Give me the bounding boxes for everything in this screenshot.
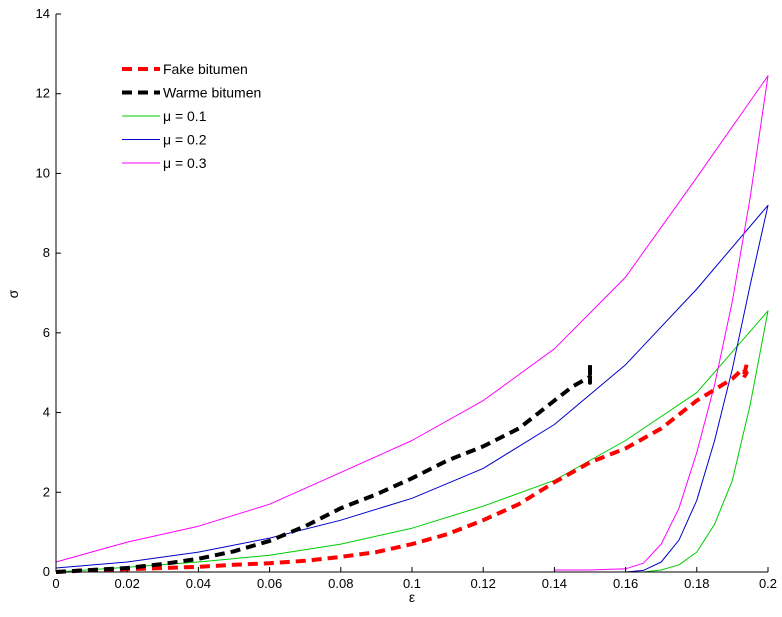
x-tick-label: 0.12 — [471, 576, 496, 591]
legend-label-1: Warme bitumen — [163, 85, 261, 101]
x-ticks: 0 0.02 0.04 0.06 0.08 0.1 0.12 0.14 0.16 0.18 0.2 — [52, 567, 777, 591]
x-tick-label: 0.1 — [403, 576, 421, 591]
y-tick-label: 6 — [43, 325, 50, 340]
y-tick-label: 8 — [43, 245, 50, 260]
legend-label-3: μ = 0.2 — [163, 132, 207, 148]
series-line-0 — [55, 364, 749, 574]
x-tick-label: 0.02 — [115, 576, 140, 591]
series-layer — [55, 75, 769, 574]
x-tick-label: 0.16 — [613, 576, 638, 591]
series-line-4 — [55, 75, 769, 571]
y-axis-label: σ — [5, 289, 21, 298]
x-tick-label: 0.08 — [328, 576, 353, 591]
y-tick-label: 12 — [36, 86, 50, 101]
y-tick-label: 0 — [43, 564, 50, 579]
y-tick-label: 14 — [36, 6, 50, 21]
x-tick-label: 0.18 — [684, 576, 709, 591]
x-axis-label: ε — [409, 589, 415, 605]
x-tick-label: 0.06 — [257, 576, 282, 591]
y-ticks: 0 2 4 6 8 10 12 14 — [36, 6, 61, 579]
x-tick-label: 0.2 — [759, 576, 777, 591]
y-tick-label: 2 — [43, 484, 50, 499]
x-tick-label: 0.14 — [542, 576, 567, 591]
legend-label-4: μ = 0.3 — [163, 155, 207, 171]
series-line-3 — [55, 204, 769, 573]
y-tick-label: 10 — [36, 165, 50, 180]
legend-label-0: Fake bitumen — [163, 61, 248, 77]
legend-label-2: μ = 0.1 — [163, 108, 207, 124]
x-tick-label: 0.04 — [186, 576, 211, 591]
legend: Fake bitumen Warme bitumen μ = 0.1 μ = 0.2 μ… — [122, 61, 261, 171]
series-line-2 — [55, 310, 769, 573]
x-tick-label: 0 — [52, 576, 59, 591]
y-tick-label: 4 — [43, 405, 50, 420]
